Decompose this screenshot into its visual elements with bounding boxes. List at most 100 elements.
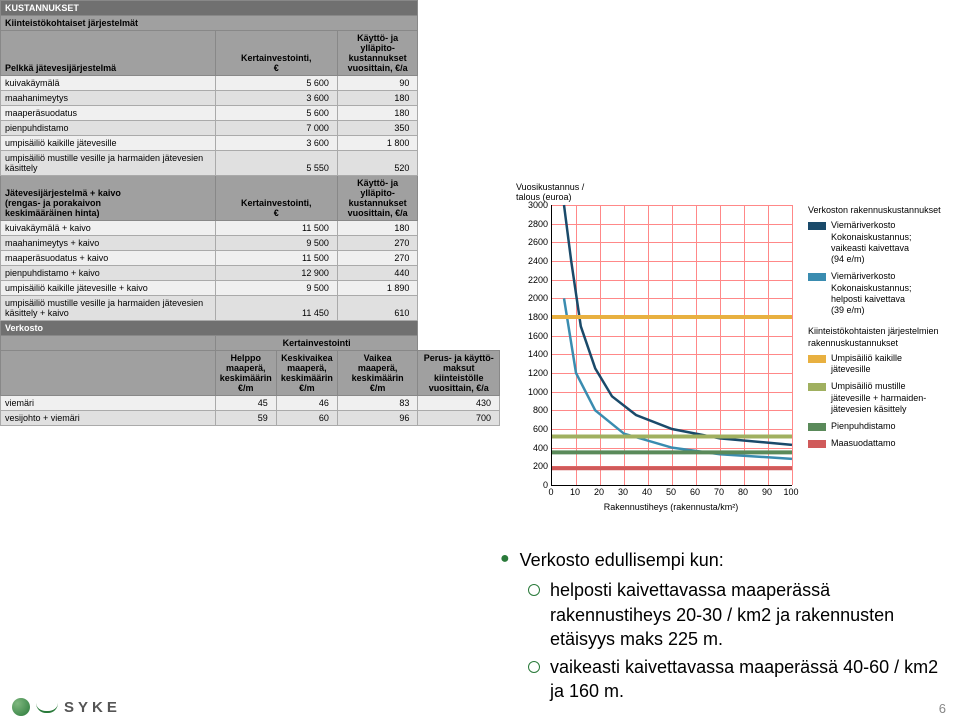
xtick-label: 50 xyxy=(661,487,681,497)
row-val: 96 xyxy=(337,411,418,426)
row-annual: 270 xyxy=(337,236,418,251)
legend-label: Umpisäiliö kaikille jätevesille xyxy=(831,353,960,376)
legend-title-2: Kiinteistökohtaisten järjestelmien raken… xyxy=(808,326,960,349)
row-label: viemäri xyxy=(1,396,216,411)
legend-item: Pienpuhdistamo xyxy=(808,421,960,432)
xtick-label: 0 xyxy=(541,487,561,497)
table-row: kuivakäymälä5 60090 xyxy=(1,76,500,91)
row-invest: 9 500 xyxy=(215,281,337,296)
ytick-label: 2600 xyxy=(508,237,548,247)
row-annual: 180 xyxy=(337,106,418,121)
cost-chart: Vuosikustannus / talous (euroa) 02004006… xyxy=(508,205,958,525)
table-row: viemäri454683430 xyxy=(1,396,500,411)
table-row: maahanimeytys + kaivo9 500270 xyxy=(1,236,500,251)
row-invest: 11 500 xyxy=(215,251,337,266)
xtick-label: 70 xyxy=(709,487,729,497)
cost-table: KUSTANNUKSET Kiinteistökohtaiset järjest… xyxy=(0,0,500,426)
table-row: kuivakäymälä + kaivo11 500180 xyxy=(1,221,500,236)
row-invest: 5 600 xyxy=(215,76,337,91)
group2-invest-hdr: Kertainvestointi, € xyxy=(215,176,337,221)
group2-annual-hdr: Käyttö- ja ylläpito- kustannukset vuosit… xyxy=(337,176,418,221)
ytick-label: 2800 xyxy=(508,219,548,229)
row-label: maahanimeytys xyxy=(1,91,216,106)
table-row: umpisäiliö kaikille jätevesille3 6001 80… xyxy=(1,136,500,151)
slide: KUSTANNUKSET Kiinteistökohtaiset järjest… xyxy=(0,0,960,722)
bullet-main: ● Verkosto edullisempi kun: xyxy=(500,548,940,572)
verkosto-super: Kertainvestointi xyxy=(215,336,418,351)
chart-svg xyxy=(552,205,792,485)
ytick-label: 2000 xyxy=(508,293,548,303)
bullet-sub: vaikeasti kaivettavassa maaperässä 40-60… xyxy=(528,655,940,704)
row-label: pienpuhdistamo + kaivo xyxy=(1,266,216,281)
bullet-dot-icon: ● xyxy=(500,548,510,570)
bullet-sub-text: helposti kaivettavassa maaperässä rakenn… xyxy=(550,578,940,651)
bullets: ● Verkosto edullisempi kun: helposti kai… xyxy=(500,548,940,708)
row-label: vesijohto + viemäri xyxy=(1,411,216,426)
row-label: pienpuhdistamo xyxy=(1,121,216,136)
row-label: maahanimeytys + kaivo xyxy=(1,236,216,251)
row-label: umpisäiliö mustille vesille ja harmaiden… xyxy=(1,296,216,321)
bullet-main-text: Verkosto edullisempi kun: xyxy=(520,548,724,572)
row-annual: 610 xyxy=(337,296,418,321)
legend-swatch-icon xyxy=(808,423,826,431)
bullet-sub-text: vaikeasti kaivettavassa maaperässä 40-60… xyxy=(550,655,940,704)
table-row: vesijohto + viemäri596096700 xyxy=(1,411,500,426)
legend-title-1: Verkoston rakennuskustannukset xyxy=(808,205,960,216)
row-invest: 12 900 xyxy=(215,266,337,281)
legend-swatch-icon xyxy=(808,222,826,230)
ytick-label: 1600 xyxy=(508,331,548,341)
section3-title: Verkosto xyxy=(1,321,418,336)
legend-label: Viemäriverkosto Kokonaiskustannus; vaike… xyxy=(831,220,960,265)
ytick-label: 3000 xyxy=(508,200,548,210)
xtick-label: 20 xyxy=(589,487,609,497)
gridline-v xyxy=(792,205,793,485)
legend-swatch-icon xyxy=(808,440,826,448)
legend-label: Pienpuhdistamo xyxy=(831,421,960,432)
xtick-label: 100 xyxy=(781,487,801,497)
row-annual: 270 xyxy=(337,251,418,266)
row-val: 46 xyxy=(276,396,337,411)
verkosto-col: Keskivaikea maaperä, keskimäärin €/m xyxy=(276,351,337,396)
xtick-label: 90 xyxy=(757,487,777,497)
logo-wave-icon xyxy=(36,701,58,713)
chart-legend: Verkoston rakennuskustannukset Viemäriver… xyxy=(808,205,960,456)
xtick-label: 10 xyxy=(565,487,585,497)
ytick-label: 800 xyxy=(508,405,548,415)
row-val: 45 xyxy=(215,396,276,411)
bullet-sub: helposti kaivettavassa maaperässä rakenn… xyxy=(528,578,940,651)
verkosto-col: Helppo maaperä, keskimäärin €/m xyxy=(215,351,276,396)
row-invest: 5 600 xyxy=(215,106,337,121)
verkosto-col: Perus- ja käyttö- maksut kiinteistölle v… xyxy=(418,351,500,396)
row-val: 700 xyxy=(418,411,500,426)
table-row: umpisäiliö mustille vesille ja harmaiden… xyxy=(1,296,500,321)
verkosto-col-empty xyxy=(1,351,216,396)
logo: SYKE xyxy=(12,698,121,716)
row-annual: 440 xyxy=(337,266,418,281)
bullet-ring-icon xyxy=(528,661,540,673)
table-row: maaperäsuodatus + kaivo11 500270 xyxy=(1,251,500,266)
legend-item: Viemäriverkosto Kokonaiskustannus; helpo… xyxy=(808,271,960,316)
row-invest: 3 600 xyxy=(215,91,337,106)
table-row: umpisäiliö kaikille jätevesille + kaivo9… xyxy=(1,281,500,296)
section-sub: Kiinteistökohtaiset järjestelmät xyxy=(1,16,418,31)
row-annual: 1 800 xyxy=(337,136,418,151)
table-row: umpisäiliö mustille vesille ja harmaiden… xyxy=(1,151,500,176)
table-row: maaperäsuodatus5 600180 xyxy=(1,106,500,121)
group2-label: Jätevesijärjestelmä + kaivo (rengas- ja … xyxy=(1,176,216,221)
group1-invest-hdr: Kertainvestointi, € xyxy=(215,31,337,76)
ytick-label: 2200 xyxy=(508,275,548,285)
row-annual: 520 xyxy=(337,151,418,176)
xtick-label: 40 xyxy=(637,487,657,497)
section-title: KUSTANNUKSET xyxy=(1,1,418,16)
row-annual: 180 xyxy=(337,221,418,236)
row-label: kuivakäymälä xyxy=(1,76,216,91)
logo-text: SYKE xyxy=(64,699,121,716)
series-s1 xyxy=(564,205,792,445)
table-row: pienpuhdistamo7 000350 xyxy=(1,121,500,136)
chart-ylabel: Vuosikustannus / talous (euroa) xyxy=(516,182,616,202)
verkosto-col: Vaikea maaperä, keskimäärin €/m xyxy=(337,351,418,396)
chart-xlabel: Rakennustiheys (rakennusta/km²) xyxy=(551,502,791,512)
row-label: kuivakäymälä + kaivo xyxy=(1,221,216,236)
row-val: 430 xyxy=(418,396,500,411)
ytick-label: 1200 xyxy=(508,368,548,378)
